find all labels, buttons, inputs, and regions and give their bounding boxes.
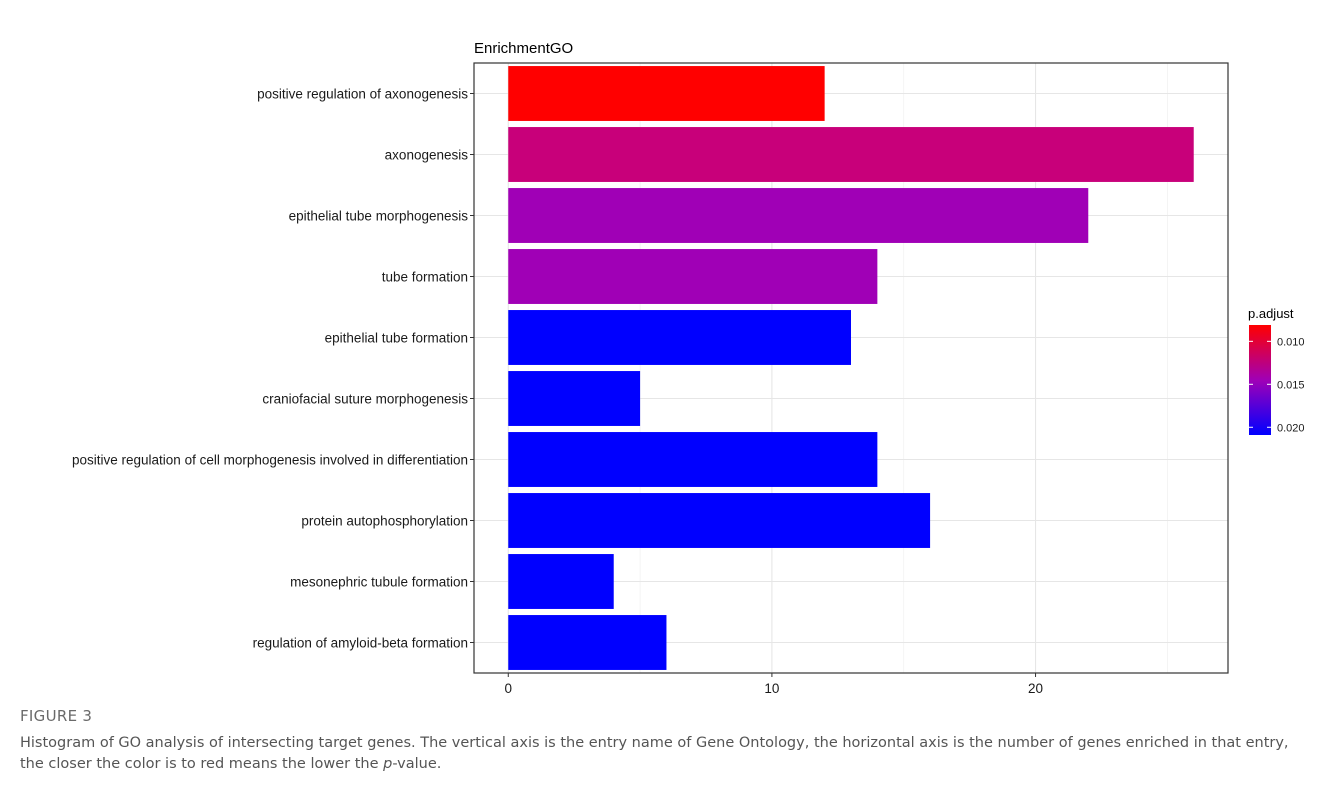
y-label-9: regulation of amyloid-beta formation	[253, 636, 468, 651]
legend-tick-label-2: 0.020	[1277, 422, 1305, 434]
figure-label: FIGURE 3	[20, 707, 93, 725]
figure-caption: Histogram of GO analysis of intersecting…	[20, 733, 1300, 775]
legend-title: p.adjust	[1248, 306, 1294, 321]
bar-9	[508, 615, 667, 670]
legend-tick-label-0: 0.010	[1277, 336, 1305, 348]
x-axis-ticks: 0 10 20	[505, 673, 1043, 696]
bar-1	[508, 127, 1194, 182]
y-label-6: positive regulation of cell morphogenesi…	[72, 453, 468, 468]
legend: p.adjust 0.010 0.015 0.020	[1248, 306, 1305, 435]
bar-4	[508, 310, 851, 365]
legend-tick-label-1: 0.015	[1277, 379, 1305, 391]
bar-6	[508, 432, 878, 487]
bar-5	[508, 371, 641, 426]
bar-8	[508, 554, 614, 609]
x-tick-label-1: 10	[764, 681, 779, 696]
bars	[508, 66, 1194, 670]
caption-text-end: -value.	[392, 756, 442, 772]
panel-border	[473, 62, 1229, 674]
y-label-0: positive regulation of axonogenesis	[257, 87, 468, 102]
y-label-3: tube formation	[382, 270, 468, 285]
caption-text-start: Histogram of GO analysis of intersecting…	[20, 735, 1289, 772]
caption-italic-p: p	[383, 756, 393, 772]
y-label-5: craniofacial suture morphogenesis	[262, 392, 468, 407]
x-tick-label-0: 0	[505, 681, 513, 696]
bar-7	[508, 493, 931, 548]
go-enrichment-chart: EnrichmentGO positive regulation of axon…	[72, 40, 1305, 696]
bar-3	[508, 249, 878, 304]
bar-2	[508, 188, 1089, 243]
y-label-8: mesonephric tubule formation	[290, 575, 468, 590]
x-tick-label-2: 20	[1028, 681, 1043, 696]
y-label-2: epithelial tube morphogenesis	[289, 209, 469, 224]
bar-0	[508, 66, 825, 121]
y-axis-labels: positive regulation of axonogenesis axono…	[72, 87, 474, 651]
legend-ticks: 0.010 0.015 0.020	[1249, 336, 1305, 434]
y-label-7: protein autophosphorylation	[301, 514, 468, 529]
legend-colorbar	[1249, 325, 1271, 435]
y-label-1: axonogenesis	[385, 148, 469, 163]
chart-title: EnrichmentGO	[474, 40, 573, 57]
y-label-4: epithelial tube formation	[325, 331, 468, 346]
